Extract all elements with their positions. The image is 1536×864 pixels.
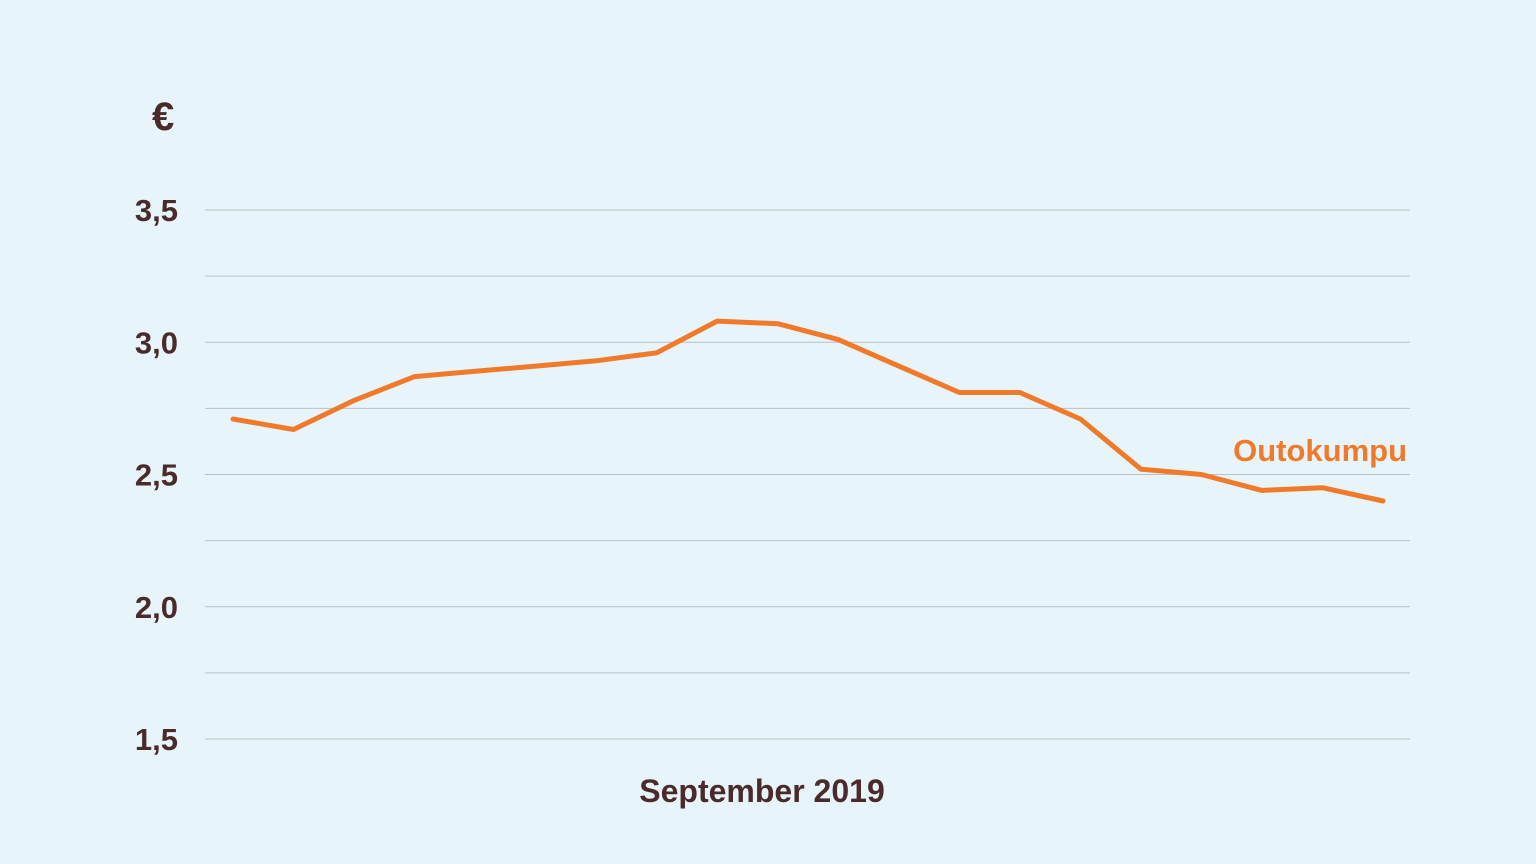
y-axis-ticks: 3,5 3,0 2,5 2,0 1,5 <box>135 193 178 757</box>
y-tick-label: 3,0 <box>135 325 178 360</box>
x-axis-label: September 2019 <box>639 773 884 809</box>
series-layer: Outokumpu <box>230 318 1407 504</box>
y-tick-label: 1,5 <box>135 722 178 757</box>
y-unit-label: € <box>152 95 174 139</box>
y-tick-label: 2,0 <box>135 590 178 625</box>
series-line <box>230 318 1386 504</box>
gridlines <box>205 209 1410 740</box>
y-tick-label: 3,5 <box>135 193 178 228</box>
series-label: Outokumpu <box>1233 433 1407 468</box>
y-tick-label: 2,5 <box>135 458 178 493</box>
